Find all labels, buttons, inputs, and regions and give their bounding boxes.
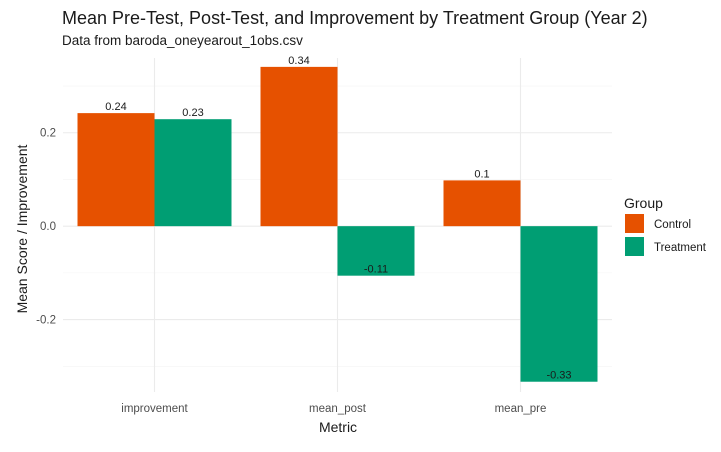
legend-label-control: Control <box>654 219 691 231</box>
x-tick-label: mean_pre <box>495 403 547 415</box>
bar-control-mean_pre <box>443 180 521 227</box>
data-label: 0.24 <box>105 101 126 113</box>
legend-label-treatment: Treatment <box>654 242 707 254</box>
data-label: -0.11 <box>364 264 388 276</box>
data-label: 0.23 <box>182 107 203 119</box>
bars <box>77 66 598 382</box>
bar-treatment-mean_pre <box>520 226 598 382</box>
data-label: -0.33 <box>546 370 571 382</box>
legend-title: Group <box>624 195 663 211</box>
y-tick-label: 0.0 <box>40 221 56 233</box>
data-label: 0.34 <box>288 55 309 67</box>
y-axis-title: Mean Score / Improvement <box>14 144 30 313</box>
x-axis-title: Metric <box>319 419 357 435</box>
data-label: 0.1 <box>474 168 489 180</box>
bar-control-improvement <box>77 113 155 227</box>
legend-items: Control Treatment <box>625 214 707 256</box>
bar-control-mean_post <box>260 66 338 227</box>
legend-swatch-control <box>625 214 644 233</box>
legend: Group Control Treatment <box>624 195 707 256</box>
chart-title: Mean Pre-Test, Post-Test, and Improvemen… <box>62 8 648 28</box>
x-tick-label: mean_post <box>309 403 367 415</box>
data-labels: 0.24 0.34 0.1 0.23 -0.11 -0.33 <box>105 55 571 382</box>
chart-subtitle: Data from baroda_oneyearout_1obs.csv <box>62 33 303 48</box>
y-tick-label: -0.2 <box>36 315 56 327</box>
bar-treatment-improvement <box>154 119 232 227</box>
y-tick-label: 0.2 <box>40 128 56 140</box>
bar-treatment-mean_post <box>337 226 415 276</box>
y-tick-labels: -0.2 0.0 0.2 <box>36 128 56 327</box>
x-tick-label: improvement <box>121 403 188 415</box>
x-tick-labels: improvement mean_post mean_pre <box>121 403 546 415</box>
legend-swatch-treatment <box>625 237 644 256</box>
